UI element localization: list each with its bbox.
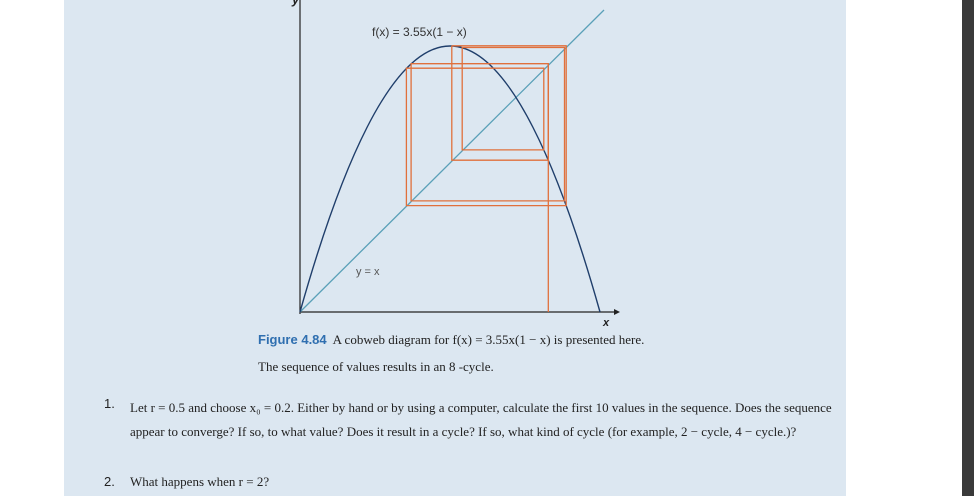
cobweb-figure: y x f(x) = 3.55x(1 − x) y = x bbox=[291, 0, 620, 329]
x-arrow bbox=[614, 309, 620, 315]
window-edge bbox=[962, 0, 974, 496]
exercise-text: Let r = 0.5 and choose x₀ = 0.2. Either … bbox=[130, 400, 832, 439]
caption-text: A cobweb diagram for f(x) = 3.55x(1 − x)… bbox=[258, 332, 645, 374]
parabola bbox=[299, 45, 601, 313]
x-axis-label: x bbox=[602, 317, 610, 329]
content-panel bbox=[64, 0, 846, 496]
y-axis-label: y bbox=[291, 0, 300, 7]
exercise-number: 1. bbox=[104, 396, 115, 411]
cobweb bbox=[405, 45, 567, 312]
line-label: y = x bbox=[356, 266, 380, 278]
function-label: f(x) = 3.55x(1 − x) bbox=[372, 25, 467, 39]
figure-number: Figure 4.84 bbox=[258, 332, 327, 347]
exercise-text: What happens when r = 2? bbox=[130, 474, 270, 489]
figure-caption: Figure 4.84 A cobweb diagram for f(x) = 3… bbox=[258, 326, 658, 380]
exercise-number: 2. bbox=[104, 474, 115, 489]
cobweb-path bbox=[405, 45, 567, 207]
identity-line bbox=[299, 9, 605, 313]
